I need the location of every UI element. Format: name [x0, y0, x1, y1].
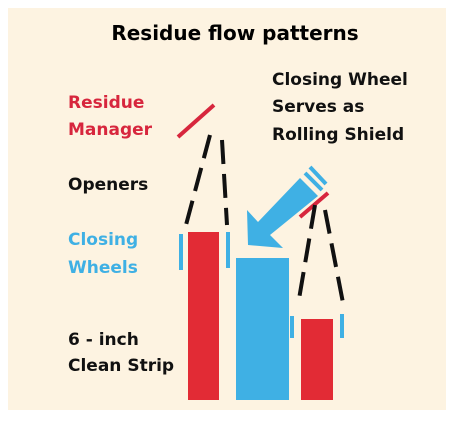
label: Closing	[68, 230, 138, 250]
label: Manager	[68, 120, 153, 140]
label: Wheels	[68, 258, 138, 278]
label: 6 - inch	[68, 330, 139, 350]
illustration	[176, 103, 346, 400]
label: Closing Wheel	[272, 70, 408, 90]
title: Residue flow patterns	[111, 21, 358, 45]
label: Openers	[68, 175, 148, 195]
label: Residue	[68, 93, 144, 113]
label: Serves as	[272, 97, 364, 117]
label: Rolling Shield	[272, 125, 404, 145]
label: Clean Strip	[68, 356, 174, 376]
